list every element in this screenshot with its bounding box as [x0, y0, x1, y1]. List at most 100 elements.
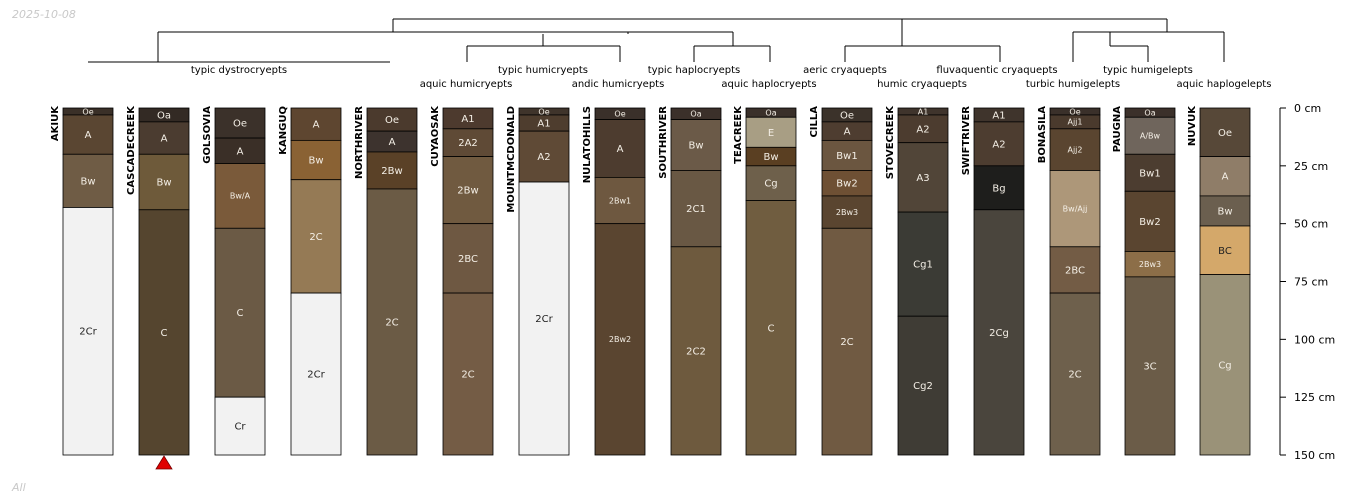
horizon-block [290, 292, 342, 456]
horizon-label: A [844, 127, 851, 138]
horizon-label: Bw [156, 178, 171, 189]
horizon-block [442, 223, 494, 294]
profile-kanguq: KANGUQ A Bw 2C 2Cr [278, 106, 342, 456]
horizon-block [442, 292, 494, 456]
profile-paugna: PAUGNA Oa A/Bw Bw1 Bw2 2Bw3 3C [1112, 106, 1176, 456]
horizon-label: Oa [157, 110, 171, 121]
warning-marker [155, 455, 173, 470]
horizon-label: 2C1 [686, 204, 706, 215]
horizon-label: Oe [82, 107, 93, 116]
profile-cascadecreek: CASCADECREEK Oa A Bw C [126, 105, 190, 470]
horizon-block [594, 119, 646, 178]
profile-cuyaosak: CUYAOSAK A1 2A2 2Bw 2BC 2C [430, 105, 494, 456]
depth-tick-label: 25 cm [1294, 160, 1328, 173]
profile-southriver: SOUTHRIVER Oa Bw 2C1 2C2 [658, 106, 722, 456]
horizon-block [442, 156, 494, 225]
depth-tick-label: 0 cm [1294, 102, 1321, 115]
horizon-block [1124, 153, 1176, 192]
horizon-block [1049, 292, 1101, 456]
profile-name: TEACREEK [733, 105, 744, 164]
taxon-label: humic cryaquepts [877, 79, 967, 90]
horizon-block [214, 137, 266, 164]
horizon-label: BC [1218, 246, 1232, 257]
horizon-label: A2 [916, 124, 929, 135]
profile-swiftriver: SWIFTRIVER A1 A2 Bg 2Cg [961, 106, 1025, 456]
profile-name: AKIUK [50, 105, 61, 141]
horizon-block [670, 119, 722, 171]
horizon-label: Cg2 [913, 381, 933, 392]
taxon-label: aquic humicryepts [420, 79, 513, 90]
horizon-block [821, 139, 873, 171]
horizon-label: Bw [80, 176, 95, 187]
horizon-block [745, 200, 797, 456]
horizon-block [214, 396, 266, 456]
horizon-label: Oa [1144, 108, 1155, 117]
horizon-label: Bw [763, 152, 778, 163]
horizon-label: Bw [308, 156, 323, 167]
horizon-label: A [617, 144, 624, 155]
horizon-label: Oa [690, 110, 701, 119]
taxon-label: andic humicryepts [572, 79, 665, 90]
horizon-label: 2C [309, 232, 322, 243]
depth-axis: 0 cm 25 cm 50 cm 75 cm 100 cm 125 cm 150 cm [1279, 102, 1335, 462]
horizon-block [214, 107, 266, 139]
horizon-block [366, 151, 418, 190]
horizon-block [1199, 225, 1251, 275]
horizon-label: Oe [233, 119, 247, 130]
horizon-label: C [237, 308, 244, 319]
horizon-label: Oe [1218, 128, 1232, 139]
horizon-block [1049, 170, 1101, 248]
taxonomy-labels: typic dystrocryepts typic humicryepts typi… [191, 65, 1272, 90]
horizon-block [1124, 116, 1176, 155]
horizon-label: A/Bw [1140, 132, 1161, 141]
horizon-label: Oe [1069, 107, 1080, 116]
horizon-block [1124, 190, 1176, 252]
horizon-block [897, 142, 949, 213]
horizon-label: 2Bw1 [609, 196, 631, 205]
horizon-block [290, 139, 342, 181]
horizon-label: E [768, 128, 774, 139]
taxon-label: aquic haplocryepts [721, 79, 816, 90]
horizon-block [594, 223, 646, 456]
horizon-label: A1 [992, 110, 1005, 121]
horizon-label: Oe [840, 110, 854, 121]
profile-name: SWIFTRIVER [961, 106, 972, 176]
horizon-label: 2Bw [457, 186, 478, 197]
horizon-label: Bw2 [1139, 217, 1160, 228]
horizon-label: C [161, 328, 168, 339]
horizon-label: A [313, 120, 320, 131]
horizon-label: Cr [234, 422, 246, 433]
profile-name: SOUTHRIVER [658, 106, 669, 179]
horizon-label: 2BC [458, 254, 478, 265]
horizon-label: Bw [688, 141, 703, 152]
taxon-label: typic humicryepts [498, 65, 588, 76]
horizon-label: C [768, 323, 775, 334]
horizon-label: 2C [385, 317, 398, 328]
horizon-label: 2C [461, 370, 474, 381]
horizon-block [442, 128, 494, 157]
horizon-label: A [1222, 172, 1229, 183]
date-stamp: 2025-10-08 [12, 8, 76, 21]
horizon-label: Cg [1218, 360, 1231, 371]
horizon-block [670, 246, 722, 456]
horizon-label: A [237, 146, 244, 157]
horizon-block [1124, 276, 1176, 456]
horizon-label: A1 [537, 119, 550, 130]
horizon-label: Oe [538, 107, 549, 116]
horizon-block [1199, 156, 1251, 197]
horizon-block [1049, 128, 1101, 171]
profile-name: CILLA [809, 106, 820, 138]
horizon-label: A2 [992, 139, 1005, 150]
profile-nulatohills: NULATOHILLS Oe A 2Bw1 2Bw2 [582, 106, 646, 456]
horizon-label: Bw2 [836, 179, 857, 190]
horizon-block [973, 209, 1025, 456]
horizon-label: 2Bw2 [609, 335, 631, 344]
profile-name: GOLSOVIA [202, 106, 213, 164]
horizon-block [518, 181, 570, 456]
horizon-block [138, 121, 190, 155]
depth-tick-label: 100 cm [1294, 333, 1335, 346]
horizon-label: 2C [840, 337, 853, 348]
horizon-block [518, 130, 570, 183]
profile-name: PAUGNA [1112, 106, 1123, 153]
profile-name: NULATOHILLS [582, 106, 593, 183]
